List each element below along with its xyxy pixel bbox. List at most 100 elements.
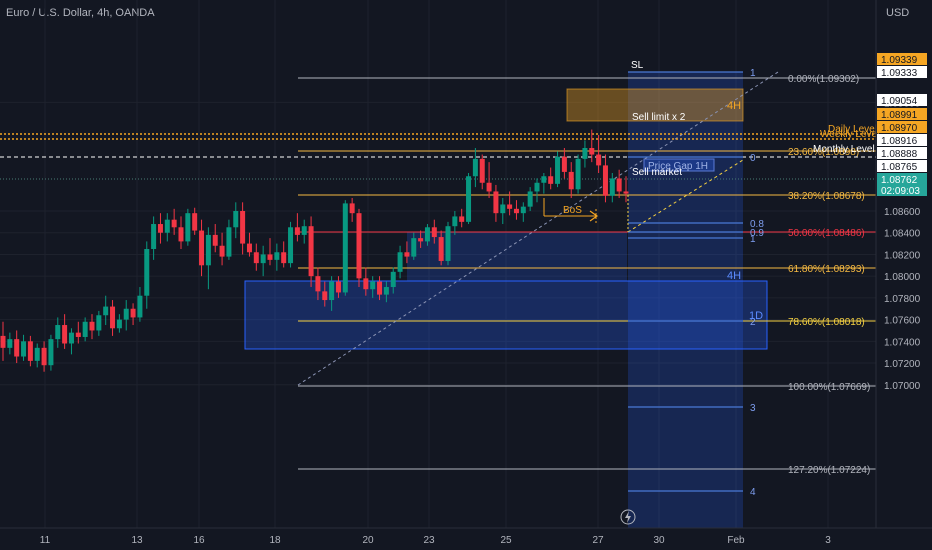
candle-body[interactable] bbox=[27, 341, 33, 361]
candle-body[interactable] bbox=[356, 213, 362, 279]
candle-body[interactable] bbox=[390, 271, 396, 288]
candle-body[interactable] bbox=[110, 306, 116, 329]
candle-body[interactable] bbox=[233, 211, 239, 228]
candle-body[interactable] bbox=[48, 339, 54, 366]
candle-body[interactable] bbox=[486, 182, 492, 192]
candle-body[interactable] bbox=[452, 216, 458, 227]
candle-body[interactable] bbox=[199, 230, 205, 266]
price-gap-box[interactable] bbox=[643, 158, 715, 172]
y-axis[interactable]: 1.096001.086001.084001.082001.080001.078… bbox=[875, 0, 921, 528]
candle-body[interactable] bbox=[123, 308, 129, 320]
candle-body[interactable] bbox=[479, 158, 485, 183]
candle-body[interactable] bbox=[602, 165, 608, 196]
candle-body[interactable] bbox=[589, 148, 595, 155]
candle-body[interactable] bbox=[322, 291, 328, 301]
candle-body[interactable] bbox=[274, 252, 280, 260]
candle-body[interactable] bbox=[541, 176, 547, 183]
candle-body[interactable] bbox=[383, 287, 389, 295]
candle-body[interactable] bbox=[34, 347, 40, 361]
candle-body[interactable] bbox=[157, 224, 163, 233]
candle-body[interactable] bbox=[424, 227, 430, 242]
candle-body[interactable] bbox=[315, 276, 321, 292]
candle-body[interactable] bbox=[623, 191, 629, 194]
candle-body[interactable] bbox=[616, 178, 622, 192]
candle-body[interactable] bbox=[561, 156, 567, 172]
candle-body[interactable] bbox=[548, 176, 554, 184]
candle-body[interactable] bbox=[397, 252, 403, 272]
candle-body[interactable] bbox=[500, 204, 506, 214]
candle-body[interactable] bbox=[96, 315, 102, 331]
candle-body[interactable] bbox=[192, 213, 198, 231]
candle-body[interactable] bbox=[260, 254, 266, 264]
candle-body[interactable] bbox=[596, 154, 602, 166]
candle-body[interactable] bbox=[185, 213, 191, 242]
candle-body[interactable] bbox=[555, 156, 561, 184]
candle-body[interactable] bbox=[7, 339, 13, 348]
candle-body[interactable] bbox=[103, 306, 109, 316]
candle-body[interactable] bbox=[212, 234, 218, 246]
candle-body[interactable] bbox=[14, 339, 20, 357]
candle-body[interactable] bbox=[418, 238, 424, 242]
candle-body[interactable] bbox=[404, 252, 410, 257]
candle-body[interactable] bbox=[520, 206, 526, 214]
candle-body[interactable] bbox=[62, 325, 68, 344]
candle-body[interactable] bbox=[246, 243, 252, 253]
candle-body[interactable] bbox=[89, 321, 95, 331]
candle-body[interactable] bbox=[582, 148, 588, 159]
candle-body[interactable] bbox=[164, 219, 170, 233]
candle-body[interactable] bbox=[507, 204, 513, 209]
candle-body[interactable] bbox=[513, 208, 519, 214]
candle-body[interactable] bbox=[301, 226, 307, 235]
candle-body[interactable] bbox=[411, 238, 417, 257]
x-axis[interactable]: 11 13 16 18 20 23 25 27 30 Feb 3 bbox=[0, 527, 932, 546]
candle-body[interactable] bbox=[472, 158, 478, 177]
candle-body[interactable] bbox=[431, 227, 437, 238]
candle-body[interactable] bbox=[240, 211, 246, 244]
candle-body[interactable] bbox=[493, 191, 499, 214]
candle-body[interactable] bbox=[41, 347, 47, 366]
candle-body[interactable] bbox=[370, 281, 376, 290]
candle-body[interactable] bbox=[144, 249, 150, 296]
candle-body[interactable] bbox=[342, 203, 348, 293]
candle-body[interactable] bbox=[308, 226, 314, 277]
candle-body[interactable] bbox=[459, 216, 465, 222]
candle-body[interactable] bbox=[466, 176, 472, 222]
candle-body[interactable] bbox=[82, 321, 88, 337]
projection-line[interactable] bbox=[627, 159, 744, 233]
candle-body[interactable] bbox=[116, 319, 122, 329]
candle-body[interactable] bbox=[288, 227, 294, 264]
candle-body[interactable] bbox=[55, 325, 61, 340]
lightning-icon[interactable] bbox=[620, 509, 636, 525]
candlestick-series[interactable] bbox=[0, 129, 629, 372]
candle-body[interactable] bbox=[294, 227, 300, 235]
candle-body[interactable] bbox=[575, 158, 581, 190]
candle-body[interactable] bbox=[349, 203, 355, 214]
candle-body[interactable] bbox=[281, 252, 287, 264]
candle-body[interactable] bbox=[253, 252, 259, 264]
candle-body[interactable] bbox=[335, 281, 341, 293]
candle-body[interactable] bbox=[0, 335, 6, 348]
candle-body[interactable] bbox=[609, 178, 615, 196]
candle-body[interactable] bbox=[137, 295, 143, 318]
zone-4h-lower[interactable] bbox=[407, 232, 627, 281]
candle-body[interactable] bbox=[151, 224, 157, 250]
candle-body[interactable] bbox=[363, 278, 369, 290]
candle-body[interactable] bbox=[267, 254, 273, 260]
candle-body[interactable] bbox=[219, 245, 225, 257]
candle-body[interactable] bbox=[171, 219, 177, 228]
candle-body[interactable] bbox=[226, 227, 232, 257]
candle-body[interactable] bbox=[438, 237, 444, 261]
zone-4h-upper[interactable] bbox=[566, 88, 744, 122]
candle-body[interactable] bbox=[21, 341, 27, 357]
candle-body[interactable] bbox=[75, 332, 81, 337]
candle-body[interactable] bbox=[178, 227, 184, 242]
candle-body[interactable] bbox=[68, 332, 74, 344]
tp-zone[interactable] bbox=[628, 72, 743, 528]
candle-body[interactable] bbox=[205, 234, 211, 266]
candle-body[interactable] bbox=[568, 171, 574, 190]
candle-body[interactable] bbox=[534, 182, 540, 192]
candle-body[interactable] bbox=[377, 281, 383, 295]
candle-body[interactable] bbox=[445, 226, 451, 261]
candle-body[interactable] bbox=[527, 191, 533, 207]
